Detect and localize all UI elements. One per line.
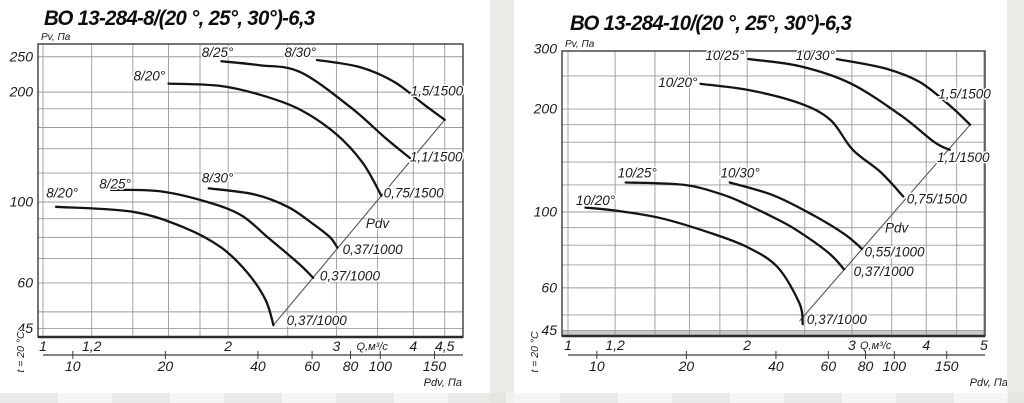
curve-motor-label: 0,37/1000 <box>854 264 915 279</box>
pdv-line-label: Pdv <box>366 216 391 231</box>
fan-curve <box>167 82 383 197</box>
pdv-tick-label: 60 <box>821 358 837 374</box>
x-axis-unit: Q,м³/с <box>860 340 892 352</box>
x-axis-unit: Q,м³/с <box>357 341 389 353</box>
curve-motor-label: 1,1/1500 <box>937 150 990 165</box>
pdv-tick-label: 20 <box>157 358 174 374</box>
y-tick-label: 200 <box>9 84 34 100</box>
pdv-tick-label: 20 <box>678 358 695 374</box>
page-edge-strip <box>1007 0 1024 403</box>
pdv-tick-label: 40 <box>250 358 266 374</box>
shaded-band <box>562 330 985 336</box>
pdv-tick-label: 100 <box>883 358 907 374</box>
temperature-note: t = 20 °C <box>15 331 27 373</box>
curve-angle-label: 10/25° <box>705 48 745 63</box>
y-tick-label: 100 <box>10 194 34 210</box>
y-tick-label: 45 <box>17 320 33 336</box>
fan-curve <box>835 57 972 126</box>
panel-gutter <box>490 0 514 403</box>
pdv-diagonal-line <box>799 124 971 322</box>
pdv-tick-label: 80 <box>858 358 874 374</box>
x-tick-label: 2 <box>742 337 751 353</box>
curve-angle-label: 8/25° <box>99 176 131 191</box>
pdv-tick-label: 40 <box>768 358 784 374</box>
pdv-tick-label: 100 <box>369 358 393 374</box>
curve-angle-label: 8/30° <box>202 171 234 186</box>
y-axis-unit: Pv, Па <box>565 39 595 50</box>
y-tick-label: 60 <box>17 274 33 290</box>
curve-motor-label: 1,5/1500 <box>411 83 464 98</box>
x-tick-label: 4 <box>409 338 417 354</box>
y-tick-label: 60 <box>541 279 557 295</box>
y-axis-unit: Pv, Па <box>41 32 71 43</box>
curve-angle-label: 8/25° <box>202 45 234 60</box>
curve-motor-label: 0,37/1000 <box>343 242 404 257</box>
x-tick-label: 1 <box>39 338 47 354</box>
pdv-tick-label: 10 <box>589 358 605 374</box>
y-tick-label: 45 <box>541 322 557 338</box>
fan-curve <box>584 206 804 326</box>
chart-panel-right: ВО 13-284-10/(20 °, 25°, 30°)-6,3 <box>514 0 1008 403</box>
curve-motor-label: 0,37/1000 <box>320 268 381 283</box>
pdv-axis-unit: Pdv, Па <box>970 377 1008 389</box>
curve-motor-label: 0,75/1500 <box>907 191 968 206</box>
x-tick-label: 5 <box>980 337 988 353</box>
curve-motor-label: 0,75/1500 <box>384 185 445 200</box>
curve-motor-label: 0,37/1000 <box>287 313 348 328</box>
curve-motor-label: 1,1/1500 <box>410 150 463 165</box>
fan-curve <box>109 188 315 279</box>
y-tick-label: 200 <box>533 101 558 117</box>
curve-angle-label: 10/20° <box>658 75 698 90</box>
chart-title: ВО 13-284-10/(20 °, 25°, 30°)-6,3 <box>570 12 852 35</box>
y-tick-label: 100 <box>534 204 558 220</box>
fan-curve <box>54 205 275 327</box>
pdv-axis-unit: Pdv, Па <box>424 377 462 389</box>
fan-curve <box>624 181 846 271</box>
x-tick-label: 2 <box>223 338 232 354</box>
curve-angle-label: 10/25° <box>618 166 658 181</box>
x-tick-label: 4 <box>922 337 930 353</box>
pdv-diagonal-line <box>273 119 446 326</box>
fan-curve <box>207 187 339 249</box>
fan-curve <box>747 57 951 151</box>
fan-curve <box>699 82 905 198</box>
curve-motor-label: 1,5/1500 <box>938 86 991 101</box>
curve-angle-label: 8/30° <box>284 45 316 60</box>
pdv-tick-label: 150 <box>423 358 447 374</box>
x-tick-label: 4,5 <box>435 338 455 354</box>
pdv-tick-label: 150 <box>935 358 959 374</box>
chart-title: ВО 13-284-8/(20 °, 25°, 30°)-6,3 <box>44 7 315 30</box>
x-tick-label: 1,2 <box>82 338 102 354</box>
pdv-tick-label: 60 <box>304 358 320 374</box>
pdv-tick-label: 10 <box>65 358 81 374</box>
x-tick-label: 3 <box>333 338 341 354</box>
curve-angle-label: 8/20° <box>46 185 78 200</box>
x-tick-label: 3 <box>848 337 856 353</box>
fan-curve <box>315 58 446 121</box>
fan-curve <box>220 60 412 160</box>
y-tick-label: 250 <box>9 48 34 64</box>
curve-angle-label: 8/20° <box>133 69 165 84</box>
chart-panel-left: ВО 13-284-8/(20 °, 25°, 30°)-6,3 <box>0 0 490 403</box>
curve-motor-label: 0,55/1000 <box>864 245 925 260</box>
pdv-line-label: Pdv <box>885 221 910 236</box>
fan-curve <box>728 181 864 251</box>
curve-angle-label: 10/30° <box>721 166 761 181</box>
temperature-note: t = 20 °C <box>529 331 541 373</box>
curve-angle-label: 10/30° <box>796 48 836 63</box>
curve-motor-label: 0,37/1000 <box>807 312 868 327</box>
x-tick-label: 1,2 <box>605 337 625 353</box>
curve-angle-label: 10/20° <box>576 193 616 208</box>
pdv-tick-label: 80 <box>343 358 359 374</box>
x-tick-label: 1 <box>564 337 572 353</box>
y-tick-label: 300 <box>534 40 558 56</box>
page-bottom-strip <box>0 393 1024 403</box>
